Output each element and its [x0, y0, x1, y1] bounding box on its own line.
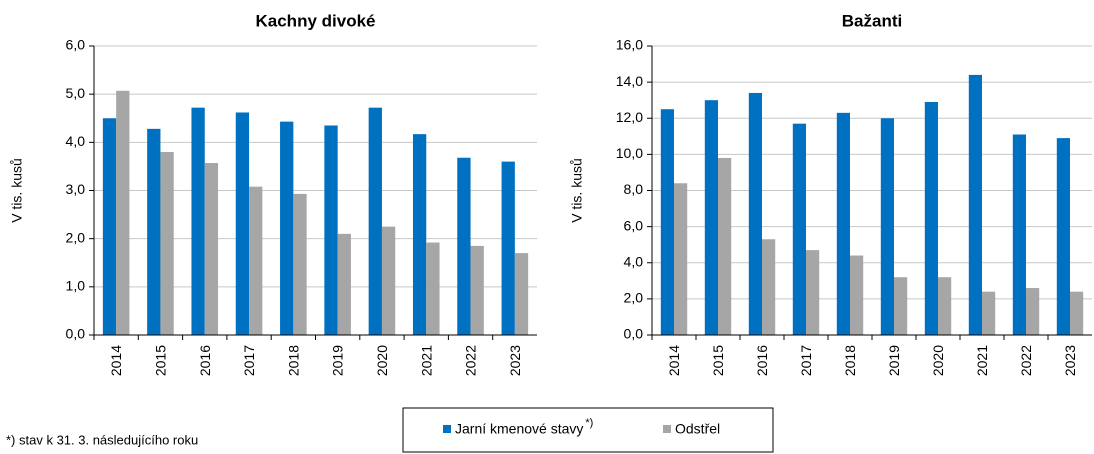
bar [806, 250, 820, 335]
y-tick-label: 0,0 [66, 326, 86, 342]
bar [147, 128, 161, 335]
bar [748, 92, 762, 336]
bar [501, 161, 515, 335]
bar [792, 123, 806, 335]
bar [102, 118, 117, 335]
y-tick-label: 6,0 [66, 37, 86, 53]
y-tick-label: 1,0 [66, 278, 86, 294]
bar [412, 134, 427, 335]
x-tick-label: 2015 [152, 345, 168, 376]
y-tick-label: 3,0 [66, 181, 86, 197]
bar [368, 107, 382, 335]
x-tick-label: 2022 [1018, 345, 1034, 376]
x-tick-label: 2019 [330, 345, 346, 376]
x-tick-label: 2017 [798, 345, 814, 376]
x-tick-label: 2020 [374, 345, 390, 376]
y-tick-label: 16,0 [616, 37, 643, 53]
y-tick-label: 0,0 [624, 326, 644, 342]
x-tick-label: 2016 [754, 345, 770, 376]
bar [204, 163, 219, 335]
y-axis-label: V tis. kusů [9, 158, 25, 223]
x-tick-label: 2023 [507, 345, 523, 376]
bar [718, 157, 732, 335]
y-tick-label: 4,0 [66, 133, 86, 149]
y-tick-label: 12,0 [616, 109, 643, 125]
x-tick-label: 2014 [108, 345, 124, 376]
bar [293, 193, 307, 335]
bar [381, 226, 396, 335]
y-tick-label: 8,0 [624, 181, 644, 197]
bar [1070, 291, 1084, 335]
bar [924, 101, 938, 336]
bar [968, 74, 982, 336]
bar [660, 109, 674, 335]
x-tick-label: 2014 [666, 345, 682, 376]
bar [850, 255, 864, 335]
bar [1026, 288, 1040, 335]
chart-title: Kachny divoké [256, 11, 376, 30]
bar [1012, 134, 1026, 335]
y-axis-label: V tis. kusů [569, 158, 585, 223]
bar [191, 107, 205, 335]
bar [249, 186, 263, 335]
chart-title: Bažanti [842, 11, 902, 30]
y-tick-label: 6,0 [624, 217, 644, 233]
y-tick-label: 5,0 [66, 85, 86, 101]
legend-marker: *) [585, 417, 593, 429]
y-tick-label: 2,0 [624, 290, 644, 306]
bar [894, 277, 908, 335]
bar [982, 291, 996, 335]
bar [337, 233, 351, 335]
x-tick-label: 2018 [285, 345, 301, 376]
x-tick-label: 2022 [463, 345, 479, 376]
bar [160, 151, 174, 335]
legend-swatch [663, 425, 671, 433]
x-tick-label: 2016 [197, 345, 213, 376]
x-tick-label: 2018 [842, 345, 858, 376]
legend-label: Odstřel [675, 421, 720, 437]
bar [704, 100, 718, 335]
x-tick-label: 2017 [241, 345, 257, 376]
legend-label: Jarní kmenové stavy [455, 421, 583, 437]
bar [457, 157, 471, 335]
bar [324, 125, 338, 335]
bar [1056, 138, 1070, 335]
bar [762, 239, 776, 335]
x-tick-label: 2020 [930, 345, 946, 376]
bar [674, 183, 688, 335]
y-tick-label: 10,0 [616, 145, 643, 161]
legend-swatch [443, 425, 451, 433]
bar [514, 253, 529, 335]
y-tick-label: 2,0 [66, 229, 86, 245]
legend-box [402, 407, 774, 453]
bar [235, 112, 250, 335]
bar [280, 121, 294, 335]
bar [938, 277, 952, 335]
y-tick-label: 4,0 [624, 253, 644, 269]
legend: Jarní kmenové stavy *) Odstřel [443, 417, 720, 437]
x-tick-label: 2015 [710, 345, 726, 376]
x-tick-label: 2021 [418, 345, 434, 376]
bar [116, 90, 130, 335]
x-tick-label: 2019 [886, 345, 902, 376]
y-tick-label: 14,0 [616, 73, 643, 89]
x-tick-label: 2023 [1062, 345, 1078, 376]
bar [470, 245, 484, 335]
bar [836, 112, 850, 335]
footnote: *) stav k 31. 3. následujícího roku [6, 432, 198, 447]
bar [880, 118, 894, 335]
x-tick-label: 2021 [974, 345, 990, 376]
bar [426, 242, 440, 335]
